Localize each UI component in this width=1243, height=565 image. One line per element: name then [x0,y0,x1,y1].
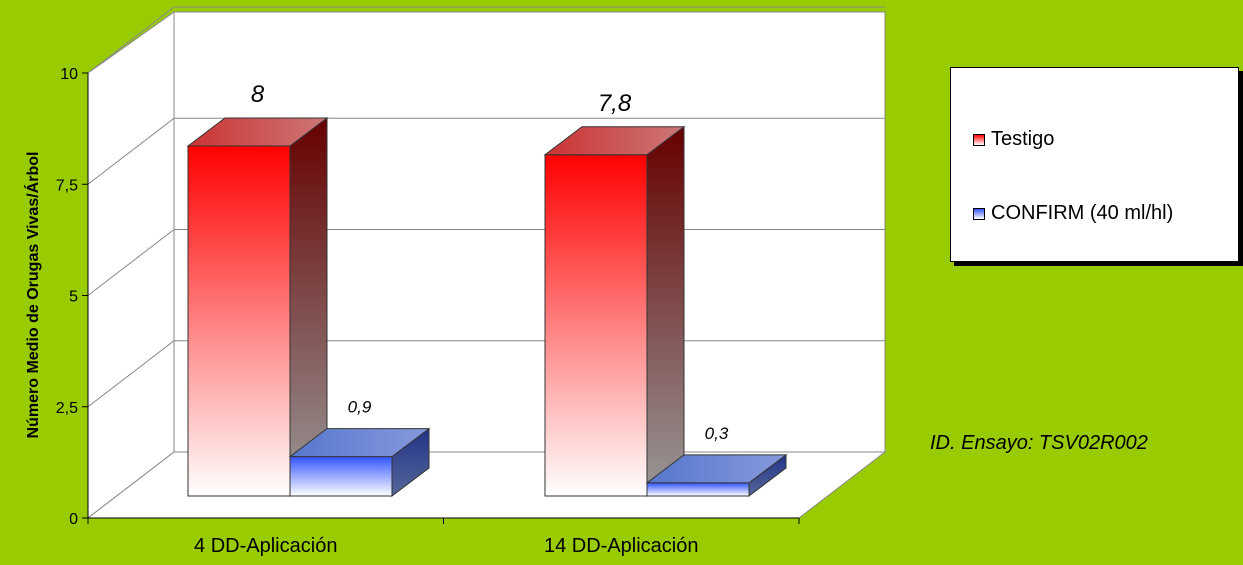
x-tick-label: 4 DD-Aplicación [194,535,337,557]
legend-item-testigo: Testigo [973,128,1054,151]
bar-front [544,154,648,497]
legend-item-confirm: CONFIRM (40 ml/hl) [973,202,1173,225]
bar [288,427,431,498]
data-label: 7,8 [598,90,632,117]
data-label: 8 [251,81,265,108]
gridline [87,6,885,74]
bar [186,116,329,498]
side-wall [87,11,175,520]
y-tick-label: 5 [69,289,78,306]
x-tick-label: 14 DD-Aplicación [544,535,699,557]
data-label: 0,3 [705,424,729,443]
legend-swatch-confirm [973,207,985,220]
trial-id-annotation: ID. Ensayo: TSV02R002 [930,432,1148,454]
bar-front [289,456,393,497]
data-label: 0,9 [348,398,372,417]
bar [645,453,788,498]
y-tick-label: 2,5 [56,400,78,417]
bars [186,116,788,498]
legend-swatch-testigo [973,133,985,146]
bar-front [187,145,291,497]
bar-front [646,482,750,497]
bar-top [186,117,329,147]
y-tick-label: 0 [69,511,78,528]
bar [543,125,686,498]
bar-top [645,454,788,484]
y-tick-label: 10 [60,66,78,83]
legend-label-testigo: Testigo [991,128,1055,150]
x-axis: 4 DD-Aplicación 14 DD-Aplicación [87,517,800,557]
bar-top [543,126,686,156]
y-tick-label: 7,5 [56,177,78,194]
y-axis: 0 2,5 5 7,5 10 [56,66,89,528]
bar-side [646,125,685,498]
legend-label-confirm: CONFIRM (40 ml/hl) [991,202,1174,224]
gridline [87,117,885,185]
bar-top [288,428,431,458]
value-labels: 8 0,9 7,8 0,3 [251,81,729,443]
legend: Testigo CONFIRM (40 ml/hl) [950,67,1239,262]
y-axis-title: Número Medio de Orugas Vivas/Árbol [23,152,42,439]
